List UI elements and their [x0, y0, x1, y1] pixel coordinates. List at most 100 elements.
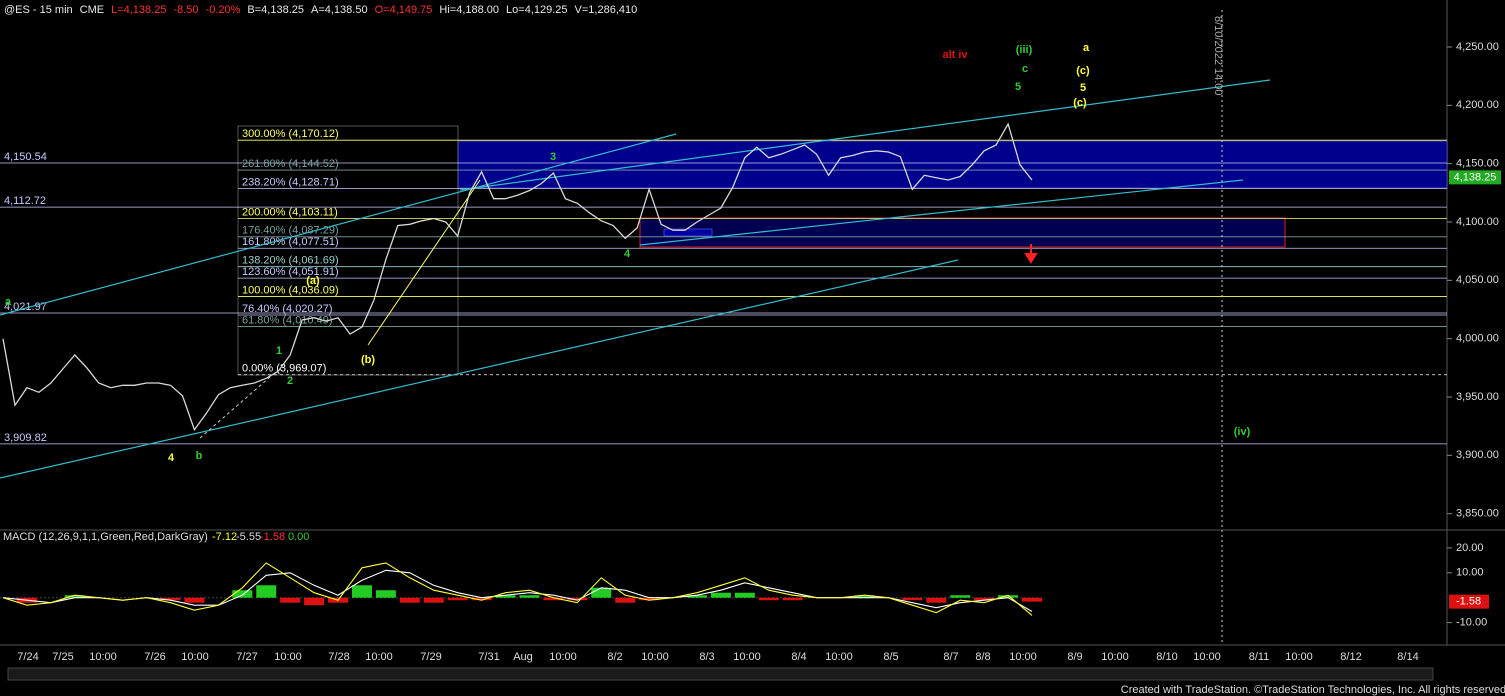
fib-label: 138.20% (4,061.69) — [242, 255, 339, 267]
fib-label: 238.20% (4,128.71) — [242, 176, 339, 188]
histogram-bar — [232, 590, 253, 598]
y-tick-label: -10.00 — [1456, 617, 1487, 629]
support-zone — [639, 217, 1286, 248]
y-tick-label: 3,850.00 — [1456, 508, 1499, 520]
x-tick-label: 10:00 — [733, 651, 761, 663]
header: @ES - 15 min CME L=4,138.25 -8.50 -0.20% B=4,… — [4, 4, 637, 16]
wave-label: 4 — [624, 248, 631, 260]
y-tick-label: 4,150.00 — [1456, 158, 1499, 170]
x-tick-label: 8/2 — [607, 651, 622, 663]
signal-line — [2, 569, 1033, 612]
histogram-bar — [351, 585, 372, 598]
price-line — [2, 122, 1033, 432]
x-tick-label: Aug — [513, 651, 533, 663]
histogram-bar — [615, 597, 636, 603]
histogram-bar — [304, 597, 325, 606]
level-label: 4,150.54 — [4, 151, 47, 163]
macd-readout: 0.00 — [288, 531, 309, 543]
histogram-bar — [64, 595, 85, 598]
histogram-bar — [375, 590, 396, 598]
x-tick-label: 8/4 — [791, 651, 806, 663]
fib-label: 100.00% (4,036.09) — [242, 284, 339, 296]
x-tick-label: 7/25 — [52, 651, 73, 663]
histogram-bar — [543, 597, 564, 601]
macd-readout: -1.58 — [260, 531, 285, 543]
x-tick-label: 8/3 — [699, 651, 714, 663]
x-tick-label: 8/9 — [1067, 651, 1082, 663]
x-tick-label: 7/27 — [236, 651, 257, 663]
wave-label: (iv) — [1234, 426, 1251, 438]
x-tick-label: 7/28 — [328, 651, 349, 663]
wave-label: 2 — [287, 375, 293, 387]
histogram-bar — [567, 597, 588, 601]
target-zone — [457, 140, 1448, 189]
histogram-bar — [686, 595, 707, 598]
histogram-bar — [758, 597, 779, 601]
trendlines — [0, 79, 1271, 479]
wave-label: 3 — [550, 151, 556, 163]
footer: Created with TradeStation. ©TradeStation… — [1121, 684, 1505, 696]
macd-title: MACD (12,26,9,1,1,Green,Red,DarkGray) — [3, 531, 208, 543]
x-tick-label: 10:00 — [1009, 651, 1037, 663]
macd-readout: -5.55 — [236, 531, 261, 543]
x-tick-label: 7/26 — [144, 651, 165, 663]
wave-label: a — [5, 296, 12, 308]
x-tick-label: 8/11 — [1249, 651, 1270, 663]
header-item: Hi=4,188.00 — [439, 4, 499, 16]
histogram-bar — [399, 597, 420, 603]
wave-label: a — [1083, 42, 1090, 54]
hist-tag — [1449, 594, 1489, 609]
fib-label: 61.80% (4,010.49) — [242, 314, 333, 326]
histogram-bar — [447, 597, 468, 601]
level-label: 3,909.82 — [4, 432, 47, 444]
x-tick-label: 10:00 — [365, 651, 393, 663]
level-label: 4,112.72 — [4, 195, 46, 207]
histogram-bar — [902, 597, 923, 601]
trendline — [639, 179, 1244, 246]
wave-label: (c) — [1076, 65, 1090, 77]
fib-label: 161.80% (4,077.51) — [242, 236, 339, 248]
y-tick-label: 3,950.00 — [1456, 391, 1499, 403]
fib-label: 261.80% (4,144.52) — [242, 158, 339, 170]
histogram-bar — [423, 597, 444, 603]
y-tick-label: 3,900.00 — [1456, 449, 1499, 461]
trendline — [459, 79, 1271, 191]
histogram-bar — [854, 595, 875, 598]
wave-label: (iii) — [1016, 44, 1033, 56]
header-item: -0.20% — [206, 4, 241, 16]
macd-readout: -7.12 — [212, 531, 237, 543]
histogram-bar — [974, 597, 995, 601]
x-tick-label: 7/29 — [420, 651, 441, 663]
histogram-bar — [495, 595, 516, 598]
x-tick-label: 7/24 — [17, 651, 38, 663]
x-tick-label: 8/14 — [1397, 651, 1418, 663]
scrollbar[interactable] — [7, 667, 1434, 681]
x-tick-label: 8/10 — [1156, 651, 1177, 663]
histogram-bar — [950, 595, 971, 598]
x-tick-label: 10:00 — [89, 651, 117, 663]
fib-label: 300.00% (4,170.12) — [242, 128, 339, 140]
histogram-bar — [184, 597, 205, 603]
header-item: B=4,138.25 — [247, 4, 304, 16]
wave-line — [199, 369, 279, 439]
fib-label: 176.40% (4,087.29) — [242, 225, 339, 237]
wave-line — [367, 179, 481, 346]
last-price-label: 4,138.25 — [1454, 171, 1497, 183]
y-tick-label: 4,200.00 — [1456, 99, 1499, 111]
wave-label: alt iv — [942, 49, 968, 61]
y-tick-label: 10.00 — [1456, 567, 1484, 579]
x-tick-label: 8/8 — [975, 651, 990, 663]
header-item: -8.50 — [173, 4, 198, 16]
time-marker-label: 8/10/2022 14:00 — [1212, 16, 1224, 96]
header-item: A=4,138.50 — [311, 4, 368, 16]
x-tick-label: 10:00 — [1101, 651, 1129, 663]
last-price-tag — [1449, 170, 1501, 185]
wave-label: 1 — [276, 345, 282, 357]
histogram-bar — [998, 595, 1019, 598]
y-tick-label: 4,000.00 — [1456, 333, 1499, 345]
x-tick-label: 10:00 — [1285, 651, 1313, 663]
histogram-bar — [926, 597, 947, 603]
x-tick-label: 8/12 — [1340, 651, 1361, 663]
